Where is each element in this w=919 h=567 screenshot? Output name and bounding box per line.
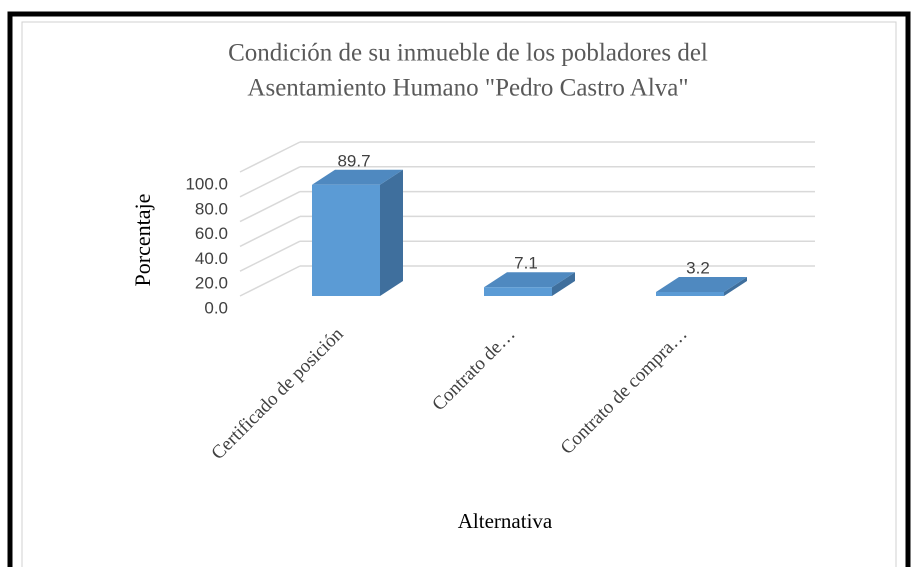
bar-side [724,277,747,296]
chart-title: Condición de su inmueble de los poblador… [228,40,708,67]
bar-front [656,292,724,296]
y-axis-title: Porcentaje [130,194,155,287]
grid-line [239,215,301,248]
plot-border [21,21,897,567]
grid-line [239,240,301,272]
grid-line [239,166,301,198]
bar-side [380,169,403,296]
y-tick-label: 100.0 [185,174,228,193]
y-tick-label: 80.0 [195,199,228,218]
x-axis-title: Alternativa [458,509,553,533]
bar-front [312,184,380,296]
y-tick-label: 40.0 [195,249,228,268]
grid-line [239,141,301,173]
bar-side [552,272,575,296]
bar [484,272,575,296]
y-tick-label: 20.0 [195,274,228,293]
bar-top [312,169,403,185]
bar-top [484,272,575,288]
grid-line [239,265,301,297]
frame [7,11,911,567]
y-tick-label: 0.0 [204,298,228,317]
bar-front [484,287,552,296]
data-label: 89.7 [337,151,370,170]
bar [312,169,403,296]
data-label: 3.2 [686,259,710,278]
grid-line [239,190,301,223]
bar [656,277,747,296]
data-label: 7.1 [514,254,538,273]
chart-title: Asentamiento Humano "Pedro Castro Alva" [247,75,688,102]
y-tick-label: 60.0 [195,224,228,243]
bar-top [656,277,747,293]
